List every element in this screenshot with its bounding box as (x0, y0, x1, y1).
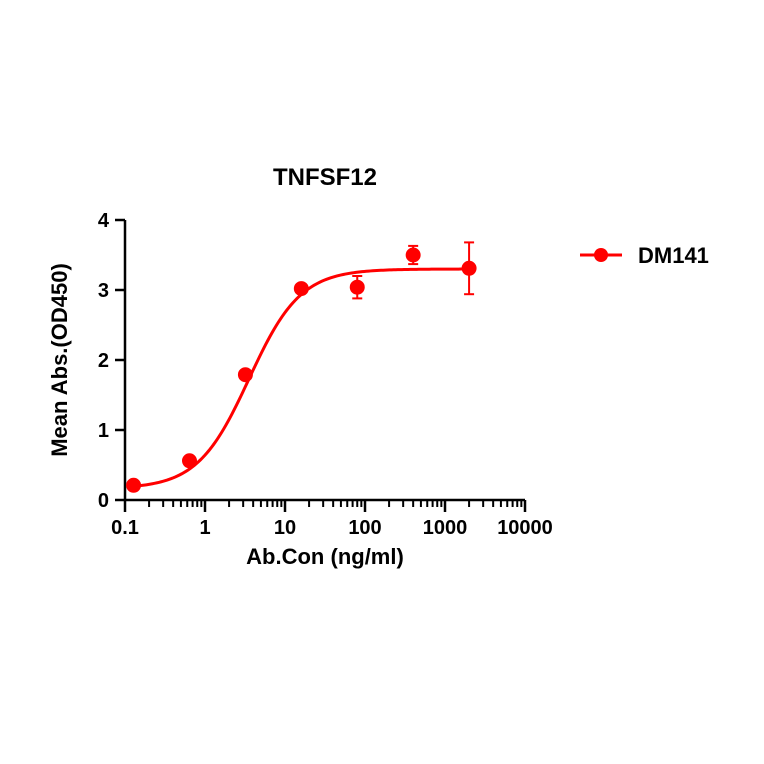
data-marker (182, 454, 196, 468)
y-tick-label: 1 (98, 420, 109, 442)
x-tick-label: 100 (348, 517, 381, 539)
data-marker (462, 261, 476, 275)
x-axis-label: Ab.Con (ng/ml) (246, 544, 404, 569)
chart-svg: TNFSF12 0 1 2 3 4 0.1 1 10 100 1000 10000 Ab.Con (ng… (0, 0, 764, 764)
y-tick-label: 4 (98, 210, 110, 232)
y-tick-label: 0 (98, 490, 109, 512)
x-tick-label: 0.1 (111, 517, 139, 539)
data-marker (406, 248, 420, 262)
data-marker (238, 368, 252, 382)
x-tick-label: 10 (274, 517, 296, 539)
y-tick-label: 3 (98, 280, 109, 302)
chart-title: TNFSF12 (273, 164, 377, 191)
y-axis-label: Mean Abs.(OD450) (47, 263, 72, 457)
legend-label: DM141 (638, 243, 709, 268)
x-tick-label: 1000 (423, 517, 468, 539)
chart-container: TNFSF12 0 1 2 3 4 0.1 1 10 100 1000 10000 Ab.Con (ng… (0, 0, 764, 764)
legend-marker (594, 248, 608, 262)
fit-curve (134, 269, 470, 486)
x-tick-label: 1 (199, 517, 210, 539)
data-marker (127, 478, 141, 492)
x-tick-label: 10000 (497, 517, 553, 539)
data-marker (294, 282, 308, 296)
y-tick-label: 2 (98, 350, 109, 372)
data-marker (350, 280, 364, 294)
